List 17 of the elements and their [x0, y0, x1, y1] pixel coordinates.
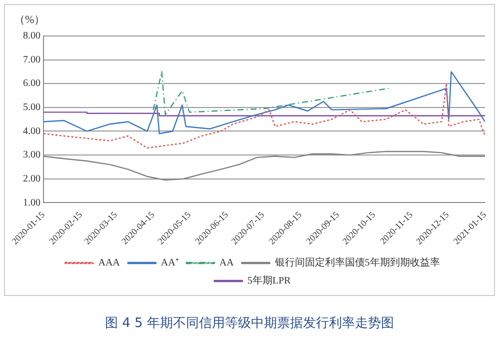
- y-tick-label: 4.00: [23, 126, 40, 137]
- y-axis-title: （%）: [14, 13, 46, 27]
- y-tick-label: 7.00: [23, 54, 40, 66]
- y-tick-label: 5.00: [23, 102, 40, 114]
- y-tick-label: 1.00: [23, 197, 40, 208]
- y-tick-label: 6.00: [23, 78, 40, 90]
- legend-label: AA: [219, 258, 235, 269]
- line-series: [44, 83, 485, 149]
- legend-label: 5年期LPR: [247, 274, 291, 287]
- legend-label: AAA: [98, 258, 121, 269]
- text: 图 4 5 年期不同信用等级中期票据发行利率走势图: [104, 315, 395, 332]
- y-tick-label: 8.00: [23, 30, 40, 42]
- legend-label: AA⁺: [160, 258, 180, 269]
- line-series: [152, 71, 390, 116]
- legend-label: 银行间固定利率国债5年期到期收益率: [274, 256, 440, 269]
- y-tick-label: 2.00: [23, 173, 40, 184]
- y-tick-label: 3.00: [23, 150, 40, 161]
